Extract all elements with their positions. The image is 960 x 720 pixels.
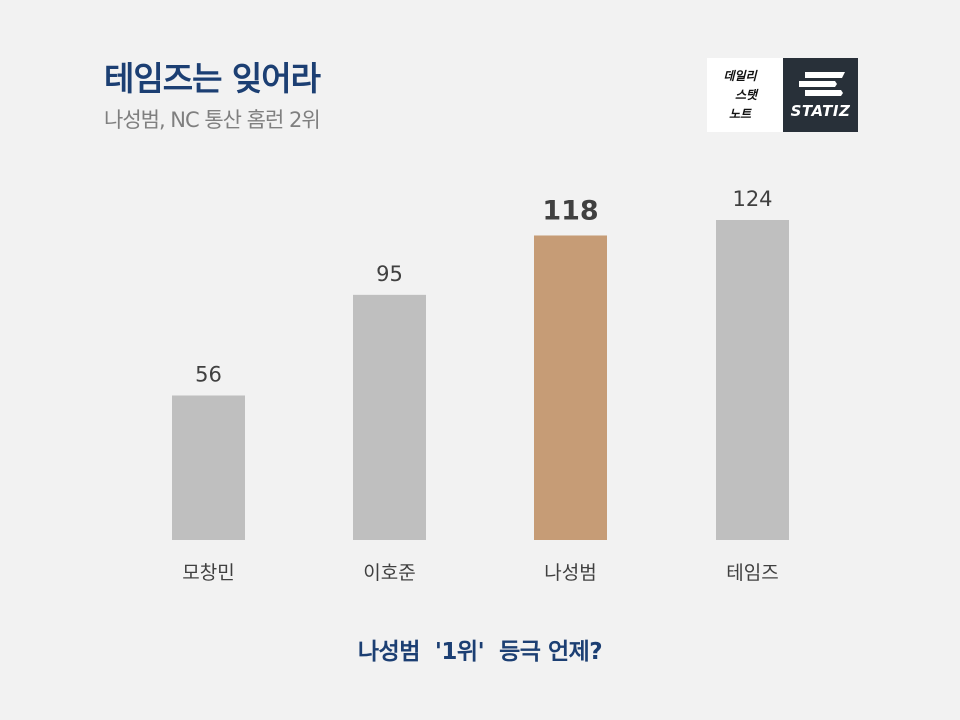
statiz-logo: STATIZ	[783, 58, 858, 132]
bar-0	[172, 395, 245, 540]
statiz-logo-icon	[799, 72, 845, 96]
data-label-3: 124	[732, 187, 772, 211]
category-label-0: 모창민	[182, 562, 234, 584]
chart-footer: 나성범 '1위' 등극 언제?	[357, 639, 603, 665]
data-label-2: 118	[542, 195, 598, 226]
category-label-3: 테임즈	[726, 562, 778, 584]
daily-stat-note-logo: 데일리 스탯 노트	[707, 58, 783, 132]
logo-line-2: 스탯	[734, 87, 758, 102]
data-label-1: 95	[376, 262, 403, 286]
logo-line-3: 노트	[728, 106, 752, 121]
data-label-0: 56	[195, 362, 222, 386]
category-label-1: 이호준	[363, 562, 415, 584]
bar-3	[716, 220, 789, 540]
logo-line-1: 데일리	[723, 68, 757, 83]
category-label-2: 나성범	[544, 562, 596, 584]
statiz-logo-text: STATIZ	[790, 102, 851, 120]
bar-chart: 56 모창민 95 이호준 118 나성범 124 테임즈	[172, 187, 789, 584]
chart-title: 테임즈는 잊어라	[104, 59, 321, 98]
bar-1	[353, 294, 426, 540]
bar-2	[534, 235, 607, 540]
chart-subtitle: 나성범, NC 통산 홈런 2위	[104, 108, 321, 132]
